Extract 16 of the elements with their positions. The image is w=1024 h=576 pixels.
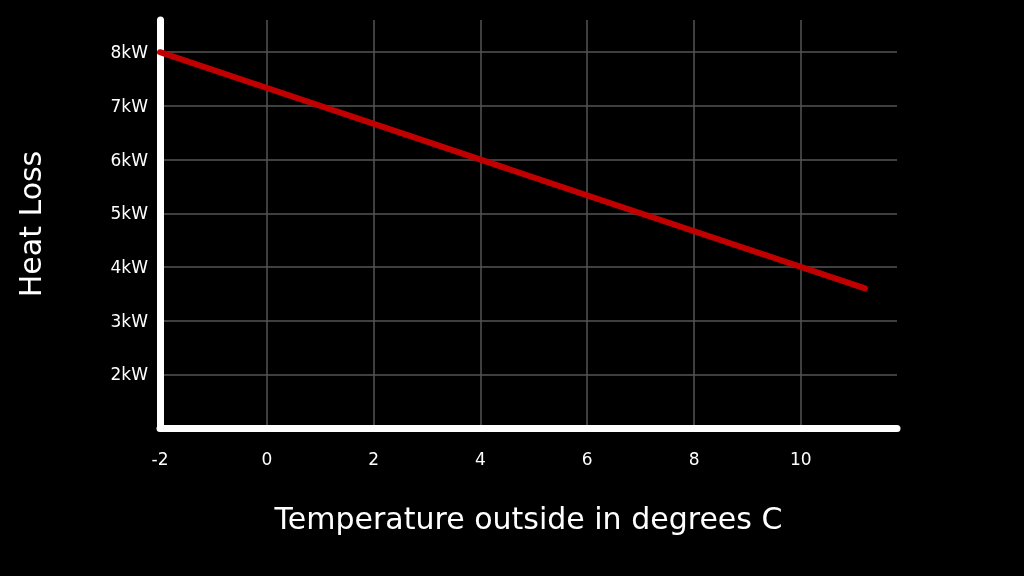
y-tick-label: 4kW [110, 256, 149, 277]
y-tick-label: 8kW [110, 42, 149, 63]
x-tick-label: 10 [790, 448, 812, 469]
y-tick-label: 5kW [110, 203, 149, 224]
x-tick-label: 8 [688, 448, 700, 469]
x-tick-label: 6 [581, 448, 593, 469]
y-tick-label: 2kW [110, 364, 149, 385]
x-tick-label: 4 [475, 448, 486, 469]
y-tick-label: 7kW [110, 95, 149, 116]
y-tick-label: 6kW [110, 149, 149, 170]
x-tick-label: 0 [261, 448, 273, 469]
y-axis-title: Heat Loss [12, 150, 48, 298]
x-axis-title: Temperature outside in degrees C [273, 500, 783, 536]
y-tick-label: 3kW [110, 310, 149, 331]
x-tick-label: 2 [368, 448, 380, 469]
x-tick-label: -2 [151, 448, 169, 469]
